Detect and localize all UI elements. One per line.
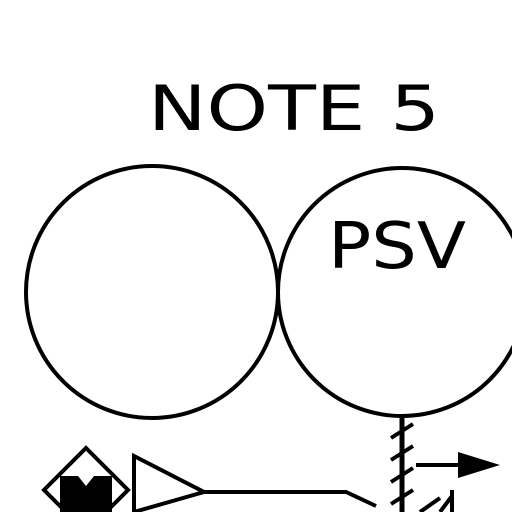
diamond-fill xyxy=(60,476,112,512)
triangle-symbol xyxy=(134,456,204,512)
note-label: NOTE 5 xyxy=(148,72,440,145)
psv-bubble-text: PSV xyxy=(328,210,466,284)
psv-instrument-bubble xyxy=(278,168,512,416)
valve-body-partial xyxy=(420,490,452,512)
left-instrument-bubble xyxy=(26,166,278,418)
flow-arrow-head xyxy=(458,452,500,478)
process-line xyxy=(204,492,376,506)
